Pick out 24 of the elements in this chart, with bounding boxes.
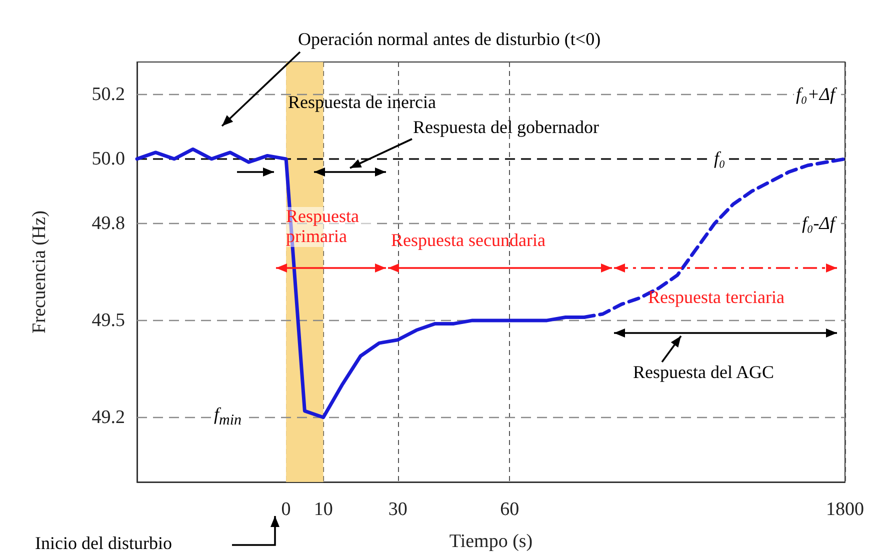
x-tick-label: 1800 [826,499,864,520]
x-tick-label: 0 [281,499,291,520]
x-tick-label: 60 [500,499,520,520]
ref-line-label: f₀+Δf [794,84,837,105]
y-tick-label: 49.8 [92,213,125,234]
annotation: Respuesta primaria [286,206,372,247]
ref-line-label: f₀ [712,148,728,170]
annotation: Respuesta del gobernador [413,117,599,138]
y-axis-title: Frecuencia (Hz) [29,210,50,334]
ref-line-label: f₀-Δf [800,213,837,234]
y-tick-label: 49.2 [92,406,125,428]
x-axis-title: Tiempo (s) [449,531,533,552]
x-tick-label: 10 [314,499,333,520]
ref-line-label: f$_{min}$ [212,404,244,430]
text: Inicio del disturbio [35,533,172,554]
annotation: Respuesta terciaria [648,287,784,308]
text: Operación normal antes de disturbio (t<0) [298,29,601,50]
annotation: Respuesta de inercia [288,92,436,113]
annotation: Respuesta del AGC [633,362,774,383]
y-tick-label: 50.0 [92,148,125,170]
y-tick-label: 50.2 [92,84,125,105]
annotation: Respuesta secundaria [391,230,546,251]
y-tick-label: 49.5 [92,310,125,331]
x-tick-label: 30 [388,499,408,520]
